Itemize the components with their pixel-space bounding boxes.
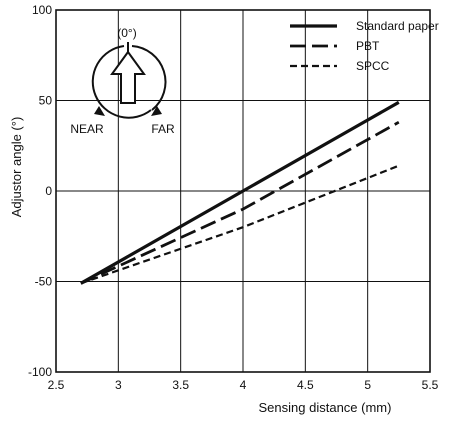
series-line [80,164,400,285]
series-line [80,100,400,285]
tick-labels: 2.5 3 3.5 4 4.5 5 5.5 100 50 0 -50 -100 [28,3,439,392]
y-tick-label: -100 [28,365,52,379]
inset-right-label: FAR [151,122,175,136]
near-arrowhead-icon [94,106,105,116]
x-tick-label: 3.5 [172,378,189,392]
legend: Standard paper PBT SPCC [290,19,439,73]
series-lines [80,100,400,285]
x-tick-label: 4.5 [297,378,314,392]
x-tick-label: 3 [115,378,122,392]
y-tick-label: 0 [45,184,52,198]
plot-frame [55,9,431,373]
x-tick-label: 4 [240,378,247,392]
series-line [80,120,400,285]
far-arrowhead-icon [151,106,162,116]
legend-label: Standard paper [356,19,439,33]
inset-left-label: NEAR [70,122,104,136]
x-axis-label: Sensing distance (mm) [259,400,392,415]
x-tick-label: 2.5 [48,378,65,392]
x-tick-label: 5 [364,378,371,392]
rotation-arc [91,45,152,119]
x-tick-label: 5.5 [422,378,439,392]
y-axis-label: Adjustor angle (°) [9,117,24,218]
up-arrow-icon [110,50,146,104]
y-tick-label: 50 [39,94,53,108]
adjustor-diagram: (0°) NEAR FAR [70,26,175,136]
legend-label: PBT [356,39,380,53]
inset-top-label: (0°) [117,26,136,40]
legend-label: SPCC [356,59,390,73]
y-tick-label: -50 [35,275,53,289]
rotation-arc-right [131,45,167,111]
y-tick-label: 100 [32,3,52,17]
